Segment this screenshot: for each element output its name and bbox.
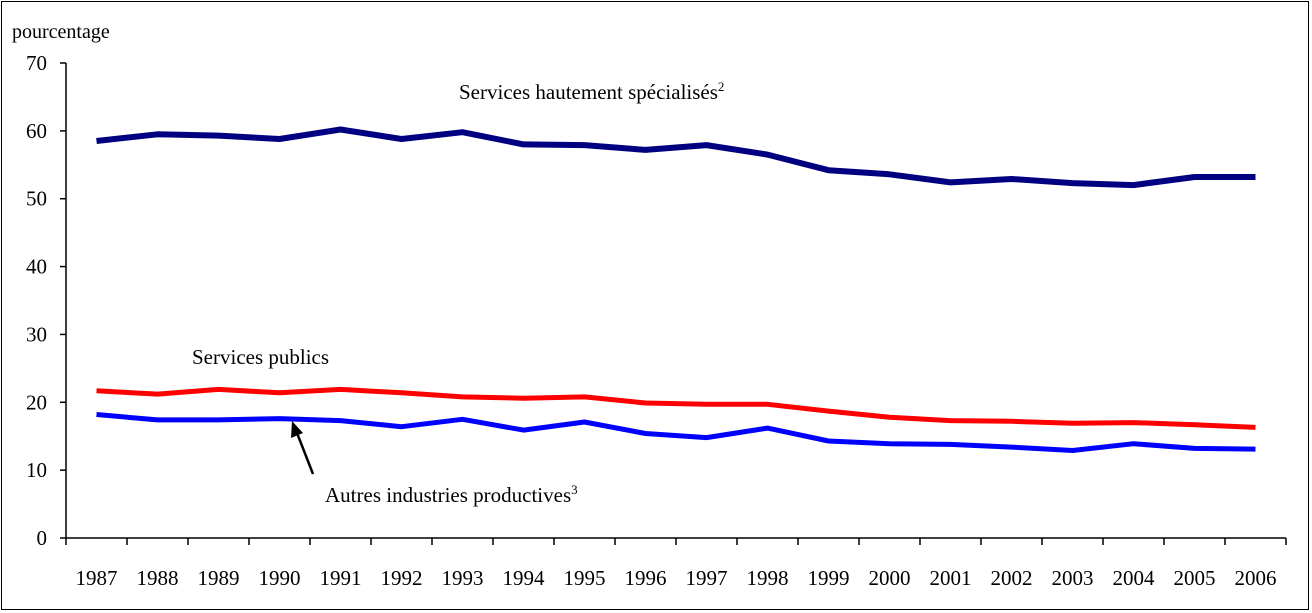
y-tick-label: 50 (26, 187, 47, 211)
x-tick-label: 1997 (686, 566, 728, 590)
label-services-publics: Services publics (192, 345, 329, 369)
x-tick-label: 1989 (198, 566, 240, 590)
label-services-hautement-text: Services hautement spécialisés (459, 80, 718, 104)
series-line-autres-industries-productives (96, 412, 1256, 453)
x-tick-label: 1988 (137, 566, 179, 590)
y-tick-label: 40 (26, 255, 47, 279)
x-tick-label: 2003 (1052, 566, 1094, 590)
y-tick-label: 20 (26, 390, 47, 414)
label-autres-industries-text: Autres industries productives (325, 483, 571, 507)
x-tick-label: 1987 (76, 566, 118, 590)
series-layer (96, 126, 1256, 453)
x-tick-label: 2000 (869, 566, 911, 590)
x-tick-label: 1996 (625, 566, 667, 590)
series-line-services-hautement-specialises (96, 126, 1256, 189)
x-tick-label: 1999 (808, 566, 850, 590)
label-services-hautement: Services hautement spécialisés2 (459, 79, 724, 104)
annotation-arrow-head (291, 421, 303, 438)
label-autres-industries: Autres industries productives3 (325, 482, 578, 507)
x-tick-label: 1998 (747, 566, 789, 590)
annotation-arrow-shaft (295, 432, 315, 475)
footnote-2: 2 (718, 79, 725, 94)
x-tick-label: 1995 (564, 566, 606, 590)
label-services-publics-text: Services publics (192, 345, 329, 369)
x-tick-label: 1991 (320, 566, 362, 590)
annotation-arrow (291, 421, 315, 475)
x-tick-label: 2004 (1113, 566, 1156, 590)
x-tick-label: 2001 (930, 566, 972, 590)
y-tick-label: 30 (26, 322, 47, 346)
y-tick-label: 60 (26, 119, 47, 143)
y-tick-label: 70 (26, 51, 47, 75)
x-tick-label: 1993 (442, 566, 484, 590)
x-tick-label: 2002 (991, 566, 1033, 590)
y-tick-label: 10 (26, 458, 47, 482)
x-tick-label: 1990 (259, 566, 301, 590)
y-tick-label: 0 (37, 526, 48, 550)
x-tick-label: 2005 (1174, 566, 1216, 590)
series-line-services-publics (96, 386, 1256, 430)
x-tick-label: 1994 (503, 566, 546, 590)
x-tick-label: 1992 (381, 566, 423, 590)
y-axis-label: pourcentage (12, 21, 110, 43)
x-tick-label: 2006 (1235, 566, 1277, 590)
footnote-3: 3 (571, 482, 578, 497)
axes: 0 10 20 30 40 50 60 70 1987 1988 1989 1990 1991 1992 1… (26, 51, 1287, 590)
